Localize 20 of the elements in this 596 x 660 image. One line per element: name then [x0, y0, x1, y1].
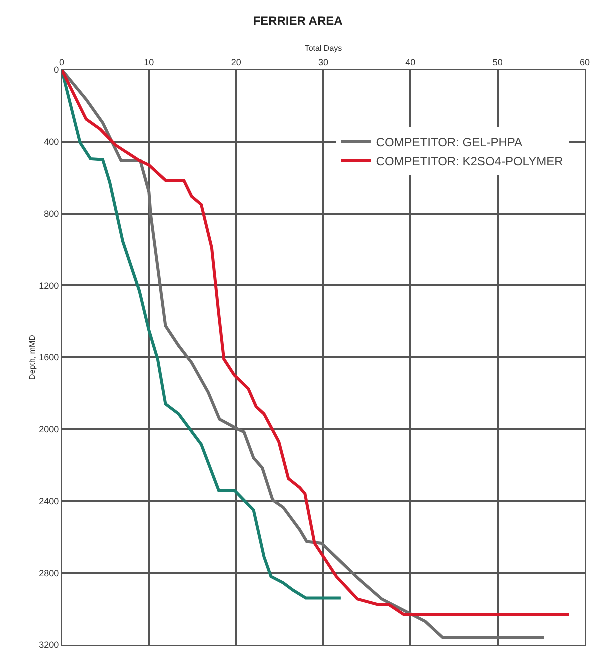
y-axis-title: Depth, mMD — [28, 334, 38, 380]
y-tick-label: 0 — [54, 65, 60, 76]
y-tick-label: 1600 — [39, 352, 60, 363]
legend-label: COMPETITOR: K2SO4-POLYMER — [376, 154, 564, 169]
x-tick-label: 40 — [406, 57, 416, 68]
y-tick-label: 1200 — [39, 280, 60, 291]
x-tick-label: 50 — [492, 57, 503, 68]
y-tick-label: 800 — [44, 208, 60, 219]
y-tick-label: 2400 — [39, 496, 60, 506]
chart-title: FERRIER AREA — [253, 14, 344, 28]
y-tick-label: 2000 — [39, 424, 60, 435]
y-tick-label: 2800 — [39, 568, 60, 578]
legend-label: COMPETITOR: GEL-PHPA — [376, 136, 523, 150]
x-tick-label: 10 — [144, 57, 154, 68]
y-tick-label: 400 — [44, 137, 60, 148]
y-tick-label: 3200 — [39, 640, 60, 650]
x-axis-title: Total Days — [304, 44, 342, 54]
x-tick-label: 30 — [318, 57, 329, 68]
x-tick-label: 20 — [231, 57, 242, 68]
x-tick-label: 60 — [580, 57, 590, 68]
